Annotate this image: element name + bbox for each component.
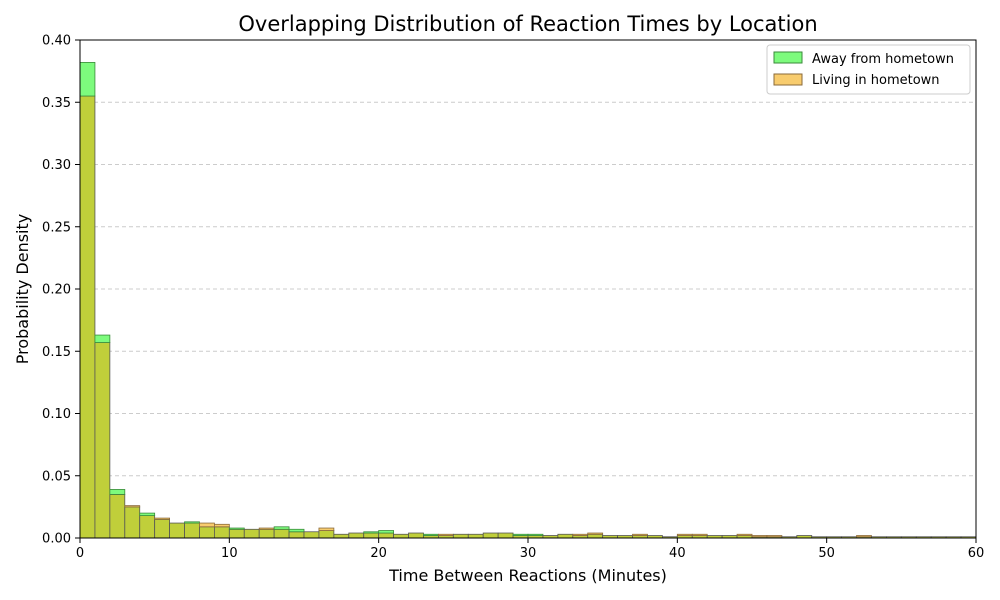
bar-overlap	[318, 530, 335, 539]
legend-swatch-hometown	[773, 73, 803, 86]
y-tick-label: 0.30	[42, 158, 71, 173]
bar-hometown-excess	[258, 527, 275, 530]
bar-hometown-excess	[856, 535, 872, 538]
bar-hometown-excess	[437, 533, 454, 536]
bar-away-excess	[378, 530, 394, 534]
bar-away-excess	[527, 533, 544, 536]
bar-overlap	[243, 528, 260, 539]
y-ticks: 0.00 0.05 0.10 0.15 0.20 0.25 0.30 0.35 0.40	[42, 34, 80, 547]
bars	[79, 62, 977, 539]
x-tick-label: 0	[76, 546, 84, 561]
bar-hometown-excess	[154, 517, 171, 520]
bar-overlap	[348, 532, 365, 539]
bar-hometown-excess	[766, 535, 783, 538]
x-tick-label: 60	[968, 546, 985, 561]
bar-hometown-excess	[736, 533, 753, 536]
legend-label-hometown: Living in hometown	[812, 73, 940, 88]
bar-hometown-excess	[572, 533, 589, 536]
bar-overlap	[273, 528, 290, 539]
bar-away-excess	[273, 526, 290, 530]
bar-away-excess	[139, 512, 156, 516]
bar-hometown-excess	[124, 505, 141, 508]
x-ticks: 0 10 20 30 40 50 60	[76, 538, 984, 561]
y-tick-label: 0.00	[42, 532, 71, 547]
bar-overlap	[258, 528, 275, 539]
bar-away-excess	[288, 528, 305, 533]
bar-overlap	[378, 532, 394, 539]
grid-lines	[80, 39, 976, 477]
x-tick-label: 50	[818, 546, 835, 561]
bar-overlap	[482, 532, 499, 539]
bar-overlap	[139, 515, 156, 539]
bar-hometown-excess	[199, 522, 215, 528]
bar-hometown-excess	[691, 533, 708, 536]
x-tick-label: 30	[520, 546, 537, 561]
bar-overlap	[169, 522, 185, 539]
bar-overlap	[184, 522, 200, 539]
y-tick-label: 0.05	[42, 469, 71, 484]
x-axis-label: Time Between Reactions (Minutes)	[388, 566, 667, 585]
bar-away-excess	[512, 533, 529, 536]
legend: Away from hometown Living in hometown	[766, 44, 971, 95]
bar-away-excess	[79, 62, 96, 97]
y-tick-label: 0.10	[42, 407, 71, 422]
bar-overlap	[497, 532, 514, 539]
x-tick-label: 20	[370, 546, 387, 561]
bar-hometown-excess	[213, 523, 230, 528]
y-tick-label: 0.25	[42, 220, 71, 235]
bar-overlap	[587, 533, 604, 539]
bar-overlap	[109, 494, 126, 539]
bar-away-excess	[423, 533, 439, 536]
bar-away-excess	[109, 489, 126, 495]
bar-overlap	[393, 533, 409, 539]
bar-hometown-excess	[587, 532, 604, 535]
bar-hometown-excess	[318, 527, 335, 531]
bar-overlap	[154, 518, 171, 539]
bar-overlap	[408, 532, 424, 539]
bar-overlap	[557, 533, 574, 539]
bar-overlap	[124, 506, 141, 539]
y-tick-label: 0.40	[42, 34, 71, 49]
bar-overlap	[288, 531, 305, 539]
chart-title: Overlapping Distribution of Reaction Tim…	[238, 12, 817, 36]
legend-label-away: Away from hometown	[812, 52, 954, 67]
x-tick-label: 10	[221, 546, 238, 561]
bar-overlap	[363, 532, 380, 539]
bar-away-excess	[228, 527, 245, 530]
y-tick-label: 0.20	[42, 283, 71, 298]
y-tick-label: 0.35	[42, 96, 71, 111]
bar-overlap	[94, 342, 111, 539]
bar-overlap	[228, 528, 245, 539]
bar-overlap	[303, 531, 320, 539]
y-axis-label: Probability Density	[13, 214, 32, 365]
bar-overlap	[199, 526, 215, 539]
bar-overlap	[452, 533, 469, 539]
bar-hometown-excess	[751, 535, 768, 538]
bar-overlap	[333, 533, 350, 539]
bar-hometown-excess	[676, 533, 693, 536]
y-tick-label: 0.15	[42, 345, 71, 360]
x-tick-label: 40	[669, 546, 686, 561]
bar-overlap	[213, 526, 230, 539]
bar-hometown-excess	[632, 533, 648, 536]
bar-overlap	[79, 95, 96, 539]
bar-away-excess	[184, 521, 200, 524]
legend-frame	[766, 44, 971, 95]
legend-swatch-away	[773, 51, 803, 64]
bar-away-excess	[363, 531, 380, 534]
bar-overlap	[467, 533, 484, 539]
bar-away-excess	[94, 334, 111, 343]
